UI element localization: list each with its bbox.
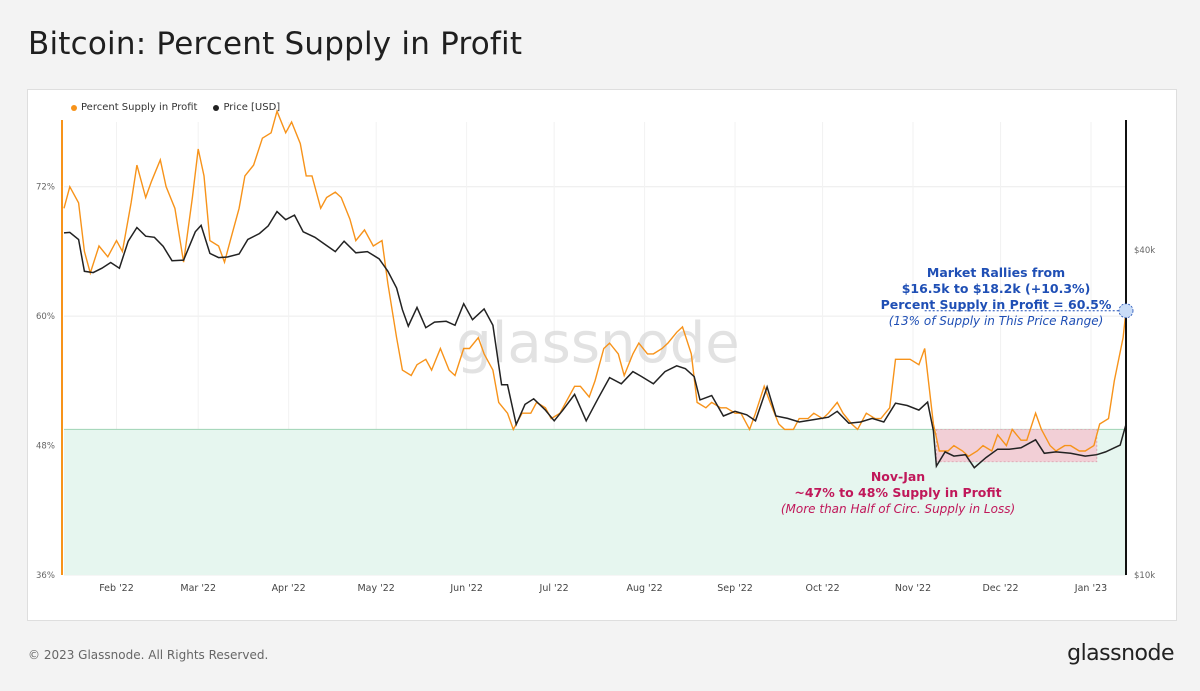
y-axis-left: 72% 60% 48% 36% bbox=[36, 183, 55, 581]
annotation-nov-jan: Nov-Jan~47% to 48% Supply in Profit (More… bbox=[781, 469, 1015, 516]
legend-item-supply[interactable]: Percent Supply in Profit bbox=[71, 102, 197, 113]
annotation-line: Nov-Jan bbox=[871, 469, 925, 484]
copyright: © 2023 Glassnode. All Rights Reserved. bbox=[28, 648, 269, 662]
y-tick-label-right: $10k bbox=[1134, 571, 1155, 581]
x-tick-label: Jan '23 bbox=[1074, 583, 1107, 594]
y-tick-label-left: 60% bbox=[36, 312, 55, 322]
y-axis-right: $40k $10k bbox=[1134, 246, 1155, 581]
annotation-line: Percent Supply in Profit = 60.5% bbox=[881, 297, 1112, 312]
x-tick-label: May '22 bbox=[357, 583, 394, 594]
legend-dot-supply bbox=[71, 104, 77, 111]
x-axis: Feb '22 Mar '22 Apr '22 May '22 Jun '22 Jul '… bbox=[99, 583, 1107, 594]
x-tick-label: Apr '22 bbox=[272, 583, 306, 594]
brand-logo[interactable]: glassnode bbox=[1067, 641, 1174, 666]
chart-card: Percent Supply in Profit Price [USD] gla… bbox=[27, 89, 1177, 621]
x-tick-label: Dec '22 bbox=[982, 583, 1018, 594]
page-title: Bitcoin: Percent Supply in Profit bbox=[28, 26, 523, 62]
annotation-line: ~47% to 48% Supply in Profit bbox=[794, 485, 1001, 500]
price-line bbox=[63, 210, 1127, 469]
y-tick-label-right: $40k bbox=[1134, 246, 1155, 256]
x-tick-label: Mar '22 bbox=[180, 583, 216, 594]
chart-svg[interactable]: glassnode 72%60%48%36% $40k$10k Feb '22 M… bbox=[28, 90, 1176, 620]
supply-in-profit-line bbox=[63, 109, 1127, 458]
annotation-note: (13% of Supply in This Price Range) bbox=[889, 314, 1104, 328]
legend-label-supply: Percent Supply in Profit bbox=[81, 102, 198, 113]
legend-dot-price bbox=[213, 104, 220, 111]
x-tick-label: Aug '22 bbox=[626, 583, 662, 594]
x-tick-label: Jun '22 bbox=[449, 583, 483, 594]
annotation-rally: Market Rallies from$16.5k to $18.2k (+10… bbox=[881, 265, 1112, 328]
y-tick-label-left: 72% bbox=[36, 183, 55, 193]
x-tick-label: Sep '22 bbox=[717, 583, 753, 594]
legend-item-price[interactable]: Price [USD] bbox=[213, 102, 280, 113]
legend-label-price: Price [USD] bbox=[223, 102, 281, 113]
x-tick-label: Feb '22 bbox=[99, 583, 134, 594]
chart-legend: Percent Supply in Profit Price [USD] bbox=[71, 102, 280, 113]
x-tick-label: Oct '22 bbox=[805, 583, 839, 594]
y-tick-label-left: 48% bbox=[36, 442, 55, 452]
x-tick-label: Jul '22 bbox=[539, 583, 569, 594]
annotation-note: (More than Half of Circ. Supply in Loss) bbox=[781, 502, 1015, 516]
rally-marker bbox=[1118, 303, 1134, 319]
y-tick-label-left: 36% bbox=[36, 571, 55, 581]
x-tick-label: Nov '22 bbox=[895, 583, 931, 594]
annotation-line: Market Rallies from bbox=[927, 265, 1065, 280]
annotation-line: $16.5k to $18.2k (+10.3%) bbox=[902, 281, 1091, 296]
